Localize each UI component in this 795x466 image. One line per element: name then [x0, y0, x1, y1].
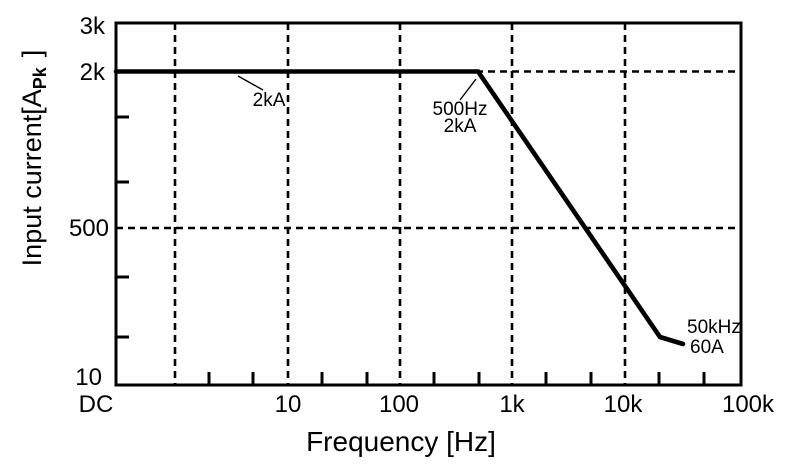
y-axis-title-main: Input current[A	[17, 89, 47, 266]
x-axis-tick-label: 100k	[722, 391, 775, 418]
x-axis-tick-labels: DC 10 100 1k 10k 100k	[79, 391, 775, 418]
y-axis-tick-label: 3k	[80, 13, 106, 40]
y-axis-tick-labels: 3k 2k 500 10	[69, 13, 109, 391]
plot-border	[114, 21, 743, 387]
x-minor-ticks	[207, 372, 706, 385]
annotation-end-current: 60A	[690, 337, 724, 358]
annotation-leader-line	[237, 75, 264, 91]
y-axis-tick-label: 10	[75, 364, 102, 391]
y-axis-title: Input current[APk]	[17, 50, 50, 267]
y-axis-tick-label: 500	[69, 215, 109, 242]
annotations: 2kA 500Hz 2kA 50kHz 60A	[253, 90, 741, 358]
x-axis-title: Frequency [Hz]	[306, 426, 496, 457]
x-axis-tick-label: 100	[379, 391, 419, 418]
x-axis-tick-label: DC	[79, 391, 114, 418]
annotation-knee-current: 2kA	[444, 116, 477, 137]
x-axis-tick-label: 10	[275, 391, 302, 418]
x-axis-tick-label: 1k	[499, 391, 525, 418]
y-axis-tick-label: 2k	[80, 59, 106, 86]
horizontal-gridlines	[116, 70, 741, 230]
y-axis-title-close-bracket: ]	[17, 50, 47, 58]
annotation-leader-line	[459, 78, 477, 101]
x-axis-tick-label: 10k	[604, 391, 644, 418]
y-minor-ticks	[116, 115, 129, 339]
annotation-2ka-flat: 2kA	[253, 90, 286, 111]
current-derating-curve	[113, 69, 686, 347]
y-axis-title-subscript: Pk	[30, 66, 50, 89]
annotation-knee-freq: 500Hz	[433, 99, 488, 120]
annotation-end-freq: 50kHz	[687, 317, 741, 338]
vertical-gridlines	[173, 23, 627, 385]
